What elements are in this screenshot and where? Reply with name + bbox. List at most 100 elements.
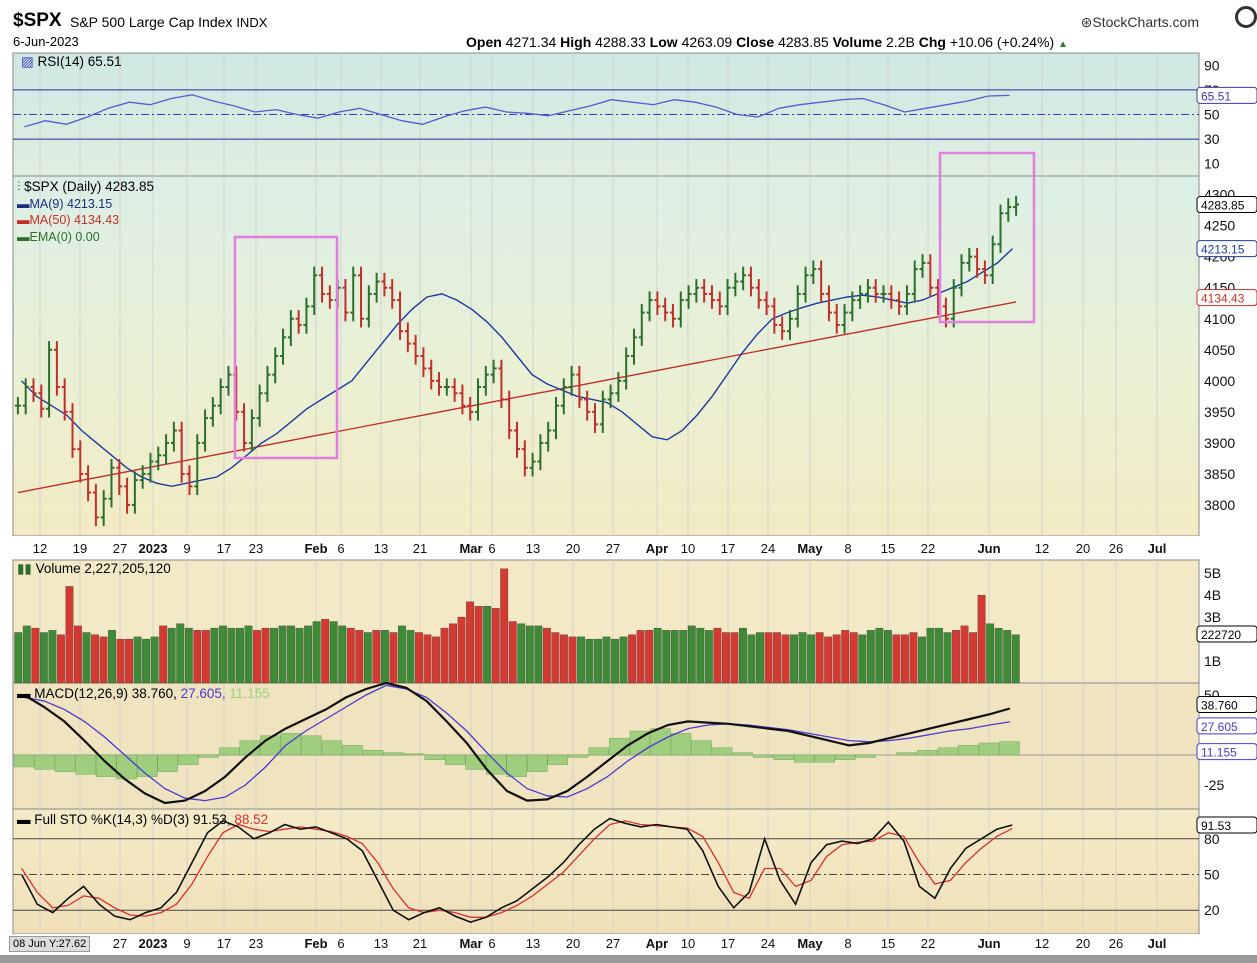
volume-bar — [636, 630, 645, 684]
macd-hist-bar — [362, 750, 384, 756]
volume-bar — [773, 632, 781, 684]
ma9-legend: ▬MA(9) 4213.15 — [17, 197, 112, 211]
volume-bar — [210, 627, 219, 684]
sto-label: ▬ Full STO %K(14,3) %D(3) 91.53, 88.52 — [17, 812, 268, 827]
volume-bar — [525, 625, 534, 684]
volume-ytick: 5B — [1204, 565, 1221, 581]
x-tick: 10 — [681, 541, 695, 556]
signal-badge: 27.605 — [1201, 720, 1238, 734]
volume-bar — [832, 634, 841, 684]
x-tick: 21 — [413, 541, 427, 556]
volume-bar — [508, 621, 517, 684]
x-tick: Jul — [1148, 541, 1167, 556]
ma50-legend: ▬MA(50) 4134.43 — [17, 213, 119, 227]
volume-bar — [952, 630, 960, 684]
volume-bar — [858, 634, 867, 684]
x-tick: 27 — [606, 936, 620, 951]
volume-bar — [730, 632, 739, 684]
sto-ytick: 80 — [1204, 831, 1220, 847]
volume-bar — [363, 632, 372, 684]
x-tick: 12 — [1035, 936, 1049, 951]
volume-bar — [227, 627, 236, 684]
volume-bar — [184, 627, 193, 684]
brand-logo[interactable]: ⊛StockCharts.com — [1080, 14, 1199, 30]
x-tick: 17 — [217, 936, 231, 951]
macd-hist-bar — [793, 754, 815, 763]
highlight-box-may[interactable] — [938, 151, 1036, 324]
macd-hist-bar — [424, 754, 445, 760]
volume-bar — [918, 636, 926, 684]
index-name: S&P 500 Large Cap Index INDX — [70, 14, 268, 30]
volume-bar — [295, 627, 304, 684]
macd-hist-bar — [835, 754, 856, 760]
macd-hist-bar — [547, 754, 569, 765]
volume-bar — [790, 634, 798, 684]
macd-hist-bar — [75, 754, 96, 775]
volume-bar — [253, 630, 261, 684]
highlight-box-feb[interactable] — [233, 235, 339, 460]
ma50-badge-bg — [1196, 289, 1257, 307]
x-tick: 2023 — [139, 936, 168, 951]
close-icon[interactable] — [1235, 6, 1257, 28]
ma50-line — [17, 301, 1017, 494]
x-tick: 20 — [1076, 541, 1090, 556]
volume-bar — [764, 632, 773, 684]
sto-badge-bg — [1196, 816, 1257, 834]
volume-badge-bg — [1196, 625, 1257, 643]
macd-hist-bar — [917, 750, 938, 756]
volume-bar — [687, 625, 696, 684]
volume-bar — [841, 630, 850, 684]
volume-bar — [611, 638, 619, 684]
x-tick: 20 — [566, 936, 580, 951]
macd-hist-bar — [527, 754, 548, 772]
volume-bar — [389, 632, 398, 684]
macd-hist-bar — [670, 733, 692, 756]
volume-bar — [176, 623, 185, 684]
volume-bar — [696, 627, 705, 684]
rsi-badge: 65.51 — [1201, 89, 1231, 103]
x-tick: Feb — [304, 541, 327, 556]
volume-bars-icon: ▮▮ — [17, 561, 32, 576]
sto-ytick: 20 — [1204, 902, 1220, 918]
macd-hist-bar — [506, 754, 527, 777]
price-panel: 3800385039003950400040504100415042004250… — [14, 187, 1257, 527]
price-ytick: 4000 — [1204, 373, 1235, 389]
price-ytick: 3900 — [1204, 435, 1235, 451]
macd-hist-bar — [219, 747, 240, 756]
volume-bar — [679, 630, 688, 684]
sto-ytick: 50 — [1204, 866, 1220, 882]
volume-bar — [150, 636, 159, 684]
symbol: $SPX — [13, 10, 62, 31]
x-tick: 10 — [681, 936, 695, 951]
x-tick: 17 — [721, 936, 735, 951]
x-tick: Apr — [646, 541, 668, 556]
hist-badge-bg — [1196, 743, 1257, 761]
macd-hist-bar — [732, 752, 753, 756]
price-ytick: 4100 — [1204, 311, 1235, 327]
volume-bar — [48, 630, 57, 684]
macd-hist-bar — [588, 747, 610, 756]
volume-bar — [39, 632, 48, 684]
volume-bar — [440, 627, 449, 684]
up-arrow-icon: ▲ — [1058, 39, 1068, 50]
volume-bar — [338, 625, 347, 684]
volume-bar — [278, 625, 287, 684]
volume-bar — [159, 625, 168, 684]
sto-badge: 91.53 — [1201, 819, 1231, 833]
volume-bar — [22, 625, 31, 684]
macd-hist-bar — [711, 747, 733, 756]
volume-bar — [236, 627, 244, 684]
x-tick: 6 — [337, 541, 344, 556]
volume-bar — [500, 568, 509, 684]
volume-bar — [321, 619, 330, 684]
volume-bar — [483, 605, 492, 684]
rsi-panel: 103050709065.51 — [13, 57, 1257, 172]
x-tick: Feb — [304, 936, 327, 951]
x-tick: 13 — [374, 541, 388, 556]
volume-badge: 222720 — [1201, 628, 1241, 642]
volume-bar — [645, 630, 654, 684]
rsi-ytick: 10 — [1204, 156, 1220, 172]
volume-bar — [218, 625, 227, 684]
x-tick: 17 — [217, 541, 231, 556]
